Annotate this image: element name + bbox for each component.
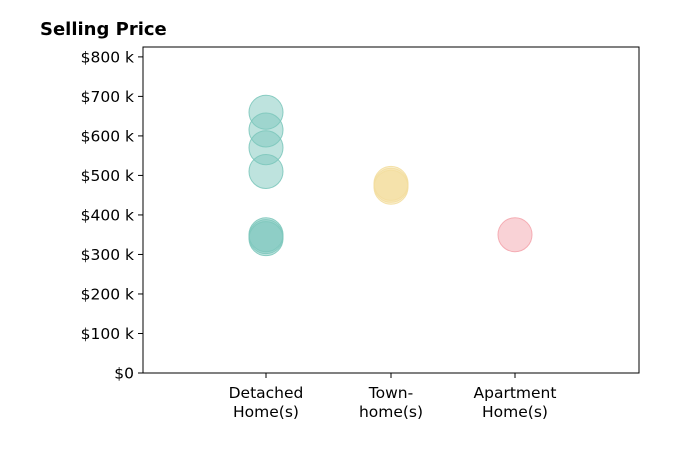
scatter-point — [497, 217, 533, 253]
y-tick-label: $200 k — [81, 285, 134, 303]
y-tick-label: $100 k — [81, 325, 134, 343]
x-tick-label: Apartment — [474, 384, 557, 402]
x-tick-label: Town- — [368, 384, 413, 402]
x-tick-label: Home(s) — [233, 403, 299, 421]
y-tick-label: $500 k — [81, 167, 134, 185]
y-tick-label: $800 k — [81, 48, 134, 66]
x-tick-label: Home(s) — [482, 403, 548, 421]
y-tick-label: $0 — [114, 365, 134, 383]
scatter-point — [373, 169, 409, 205]
y-tick-label: $400 k — [81, 206, 134, 224]
x-tick-label: Detached — [229, 384, 304, 402]
x-axis: DetachedHome(s)Town-home(s)ApartmentHome… — [229, 373, 557, 421]
plot-marks — [248, 94, 533, 257]
chart-title: Selling Price — [40, 19, 167, 40]
y-axis: $0 $100 k $200 k $300 k $400 k $500 k $600 k $7… — [81, 48, 143, 383]
y-tick-label: $700 k — [81, 88, 134, 106]
x-tick-label: home(s) — [359, 403, 423, 421]
plot-frame — [142, 46, 640, 374]
y-tick-label: $300 k — [81, 246, 134, 264]
y-tick-label: $600 k — [81, 127, 134, 145]
scatter-point — [248, 153, 284, 189]
scatter-point — [248, 221, 284, 257]
